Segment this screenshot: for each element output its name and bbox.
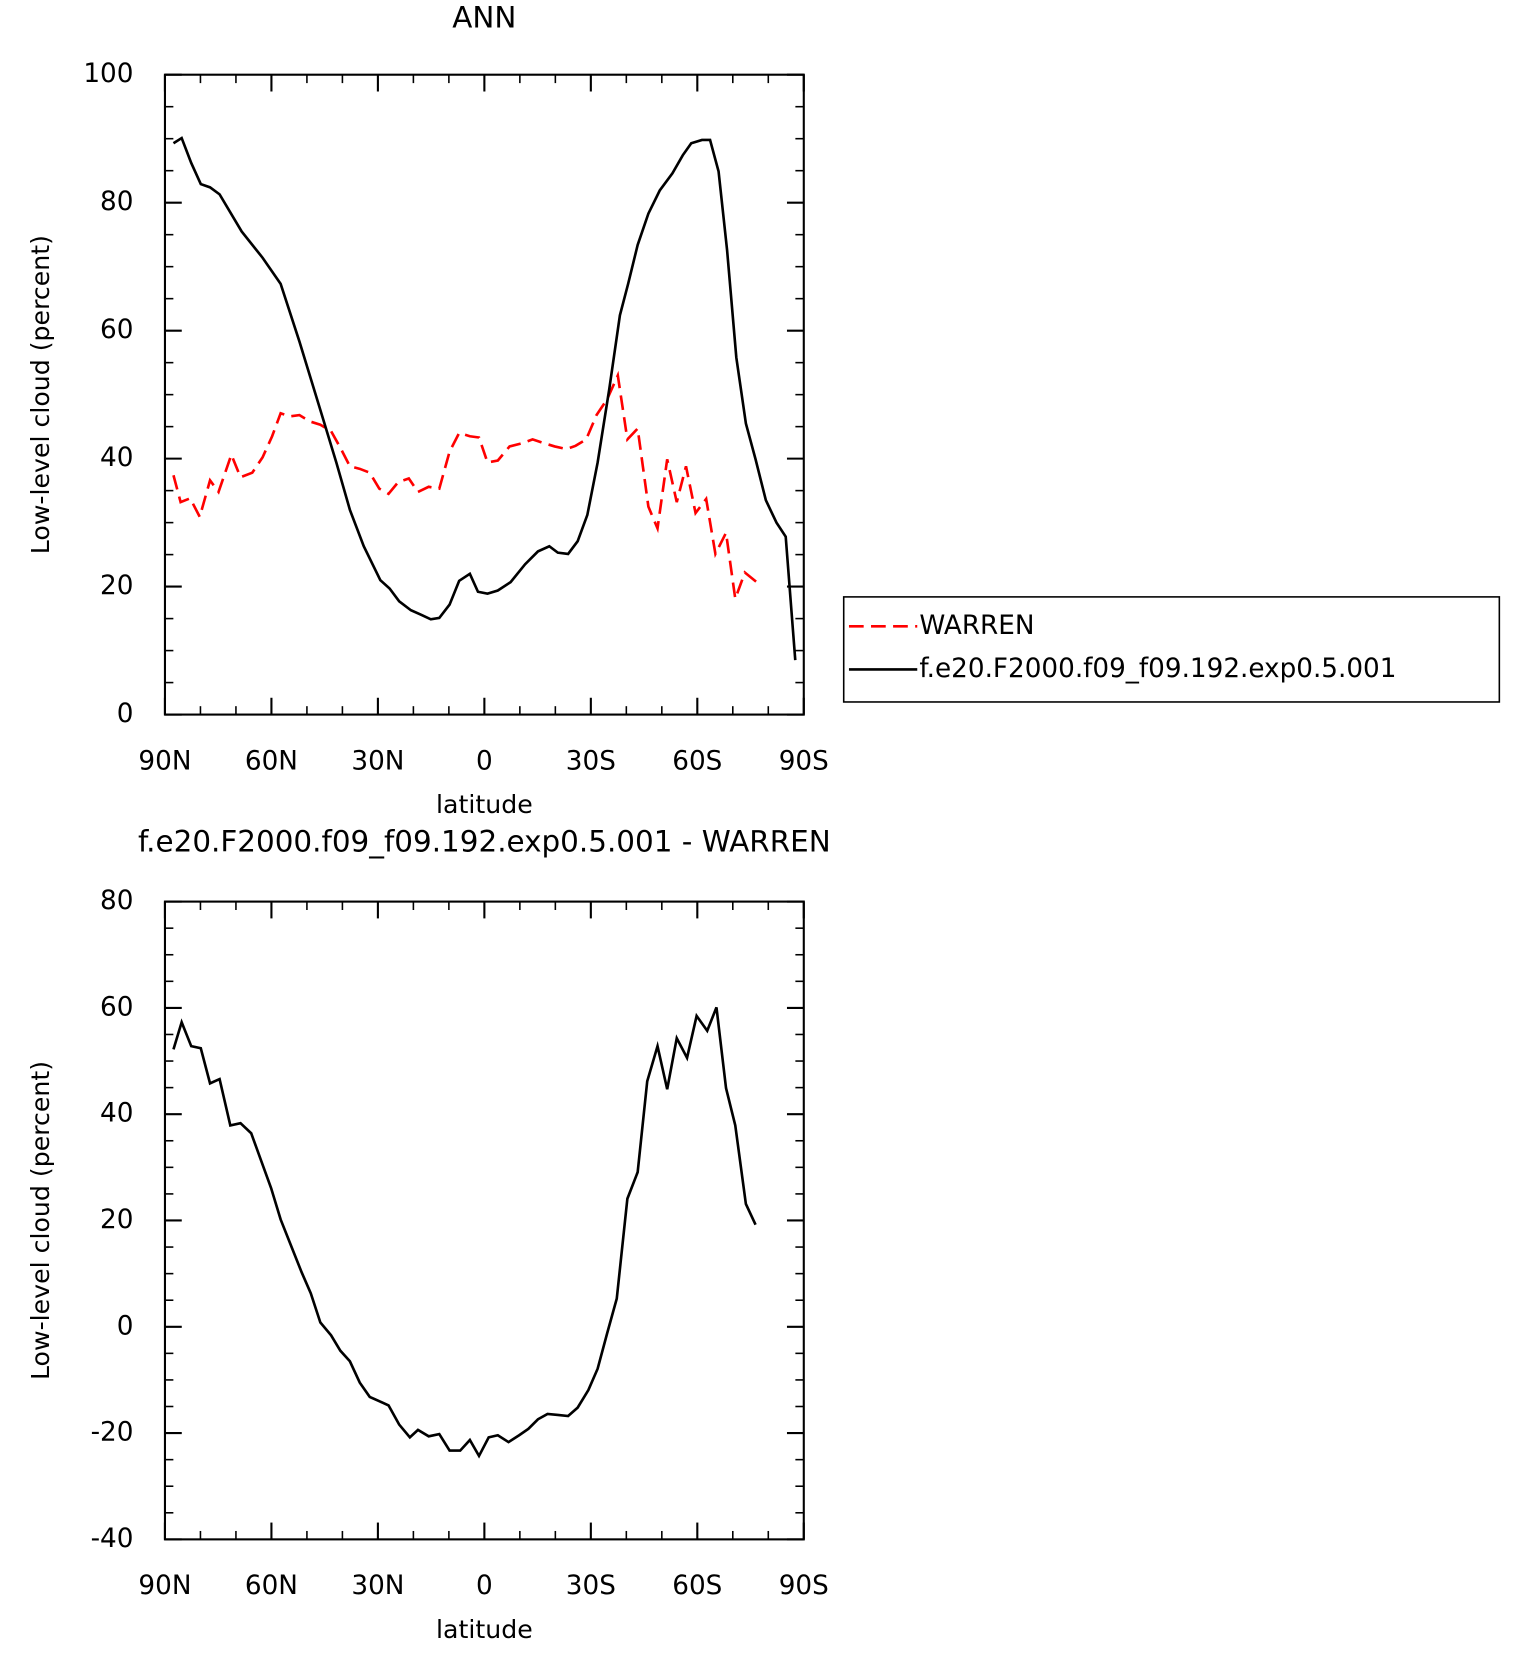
chart-title: ANN — [452, 1, 516, 35]
x-tick-label: 0 — [476, 746, 493, 776]
x-tick-label: 90S — [779, 1571, 829, 1601]
data-line — [172, 136, 797, 661]
panel: ANN 0 20 40 60 80 100 90N 60N 30N 0 30S 60S 90S latitu… — [26, 1, 1501, 819]
x-tick-label: 60N — [245, 1571, 298, 1601]
chart-title: f.e20.F2000.f09_f09.192.exp0.5.001 - WAR… — [138, 824, 831, 858]
y-tick-label: -40 — [91, 1524, 134, 1554]
y-axis-label: Low-level cloud (percent) — [26, 1061, 55, 1380]
panel: f.e20.F2000.f09_f09.192.exp0.5.001 - WAR… — [26, 824, 831, 1644]
legend: WARREN f.e20.F2000.f09_f09.192.exp0.5.001 — [842, 596, 1501, 703]
x-tick-label: 60S — [672, 746, 722, 776]
y-tick-label: 0 — [117, 699, 134, 729]
y-tick-label: 0 — [117, 1311, 134, 1341]
y-tick-label: 100 — [83, 59, 133, 89]
x-tick-label: 0 — [476, 1571, 493, 1601]
x-tick-label: 30S — [566, 1571, 616, 1601]
legend-label: WARREN — [919, 611, 1034, 641]
x-tick-label: 30N — [351, 746, 404, 776]
legend-label: f.e20.F2000.f09_f09.192.exp0.5.001 — [919, 654, 1396, 684]
x-tick-label: 30N — [351, 1571, 404, 1601]
x-tick-label: 90S — [779, 746, 829, 776]
data-line — [172, 1006, 757, 1459]
x-tick-label: 60S — [672, 1571, 722, 1601]
legend-box — [842, 596, 1501, 703]
x-tick-label: 90N — [138, 1571, 191, 1601]
y-tick-label: 40 — [100, 1099, 133, 1129]
x-tick-label: 60N — [245, 746, 298, 776]
y-tick-label: 20 — [100, 1205, 133, 1235]
x-tick-label: 90N — [138, 746, 191, 776]
y-tick-label: 40 — [100, 443, 133, 473]
y-tick-label: 20 — [100, 571, 133, 601]
y-tick-label: 80 — [100, 886, 133, 916]
x-tick-label: 30S — [566, 746, 616, 776]
x-axis-label: latitude — [436, 1615, 533, 1644]
y-tick-label: -20 — [91, 1418, 134, 1448]
plot-frame — [163, 73, 805, 716]
y-axis-label: Low-level cloud (percent) — [26, 235, 55, 554]
x-axis-label: latitude — [436, 790, 533, 819]
data-line — [172, 370, 758, 600]
y-tick-label: 60 — [100, 992, 133, 1022]
y-tick-label: 80 — [100, 187, 133, 217]
y-tick-label: 60 — [100, 315, 133, 345]
